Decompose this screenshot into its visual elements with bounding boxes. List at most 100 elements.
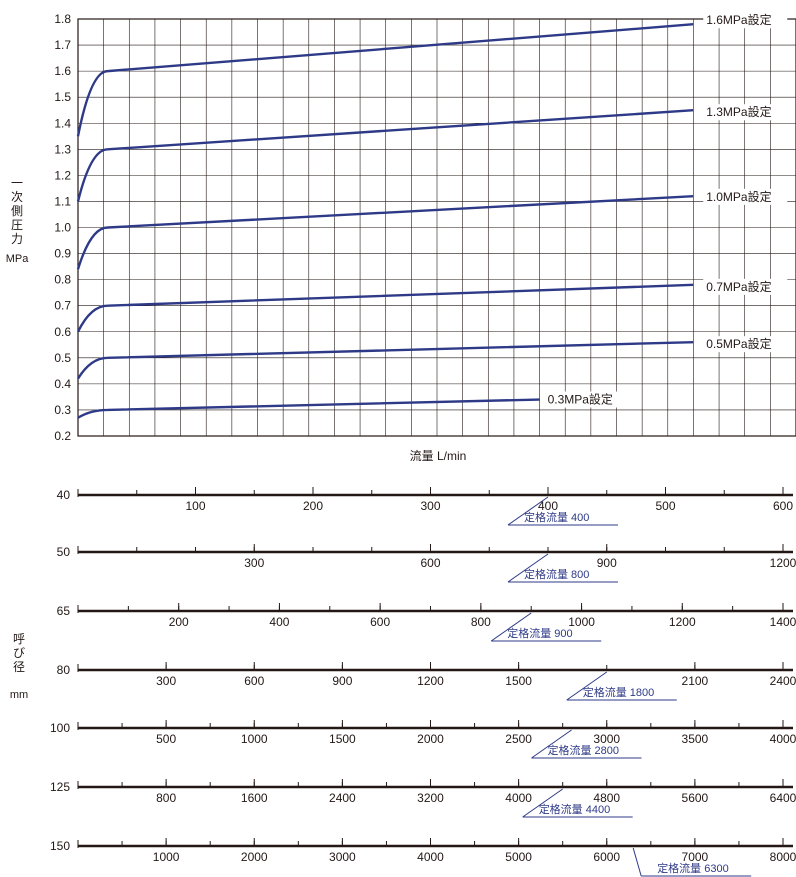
nominal-size-title-char: 径: [12, 660, 25, 674]
scale-size-label: 80: [57, 663, 71, 677]
rated-flow-label: 定格流量 4400: [539, 802, 611, 816]
scale-tick-label: 900: [597, 556, 617, 570]
rated-flow-label: 定格流量 900: [507, 626, 572, 640]
scale-tick-label: 500: [156, 732, 176, 746]
scale-tick-label: 5600: [682, 791, 709, 805]
y-tick-label: 1.0: [54, 221, 71, 235]
scale-tick-label: 3200: [417, 791, 444, 805]
scale-tick-label: 4000: [770, 732, 796, 746]
rated-flow-pointer: [522, 788, 563, 818]
y-axis-title: 一 次 側 圧 力 MPa: [6, 176, 29, 266]
curve-label: 1.0MPa設定: [706, 189, 771, 204]
y-axis-title-char: 次: [10, 190, 23, 204]
nominal-size-title: 呼 び 径 mm: [2, 632, 36, 702]
y-tick-label: 1.2: [54, 168, 71, 182]
scale-tick-label: 900: [332, 674, 352, 688]
nominal-size-title-char: び: [12, 646, 25, 660]
scale-tick-label: 1500: [505, 674, 532, 688]
y-tick-label: 0.6: [54, 325, 71, 339]
scale-100: 100 500 1000 1500 2000 2500 3000 3500 4000 定格流量 2…: [50, 720, 796, 759]
scale-tick-label: 600: [773, 499, 793, 513]
rated-flow-pointer: [507, 496, 549, 526]
scale-tick-label: 1400: [770, 615, 796, 629]
scale-tick-label: 300: [244, 556, 264, 570]
scale-tick-label: 2500: [505, 732, 532, 746]
scale-tick-label: 6400: [770, 791, 796, 805]
curve-label-bg: [703, 336, 788, 353]
scale-tick-label: 4000: [505, 791, 532, 805]
scale-tick-label: 100: [185, 499, 205, 513]
scale-tick-label: 6000: [593, 850, 620, 864]
scale-125: 125 800 1600 2400 3200 4000 4800 5600 6400 定格流量 4…: [50, 779, 796, 818]
scale-tick-label: 1500: [329, 732, 356, 746]
scale-50: 50 300 600 900 1200 定格流量 800: [57, 544, 796, 583]
scale-size-label: 150: [50, 839, 70, 853]
curve-label: 0.3MPa設定: [548, 392, 613, 407]
scale-65: 65 200 400 600 800 1000 1200 1400 定格流量 900: [57, 603, 796, 642]
curve-label-bg: [703, 278, 788, 295]
scale-tick-label: 3000: [329, 850, 356, 864]
rated-flow-label: 定格流量 2800: [548, 743, 620, 757]
scale-tick-label: 200: [303, 499, 323, 513]
x-axis-label: 流量 L/min: [410, 449, 467, 463]
curve-label: 1.3MPa設定: [706, 104, 771, 119]
scale-tick-label: 3000: [593, 732, 620, 746]
rated-flow-label: 定格流量 800: [524, 567, 589, 581]
y-axis-unit: MPa: [5, 253, 29, 265]
rated-flow-pointer: [566, 671, 608, 701]
curve-labels: 1.6MPa設定 1.3MPa設定 1.0MPa設定 0.7MPa設定 0.5MPa設定…: [544, 12, 788, 408]
y-tick-label: 0.9: [54, 247, 71, 261]
scale-tick-label: 2100: [682, 674, 709, 688]
rated-flow-label: 定格流量 400: [524, 510, 589, 524]
y-tick-label: 1.1: [54, 194, 71, 208]
scale-tick-label: 300: [420, 499, 440, 513]
y-tick-label: 0.2: [54, 429, 71, 443]
curve-label-bg: [703, 104, 788, 121]
rated-flow-pointer: [490, 612, 532, 642]
scale-tick-label: 600: [420, 556, 440, 570]
plot-grid: [77, 18, 796, 437]
scale-tick-label: 3500: [682, 732, 709, 746]
scale-tick-label: 5000: [505, 850, 532, 864]
rated-flow-label: 定格流量 1800: [583, 685, 655, 699]
scale-tick-label: 600: [370, 615, 390, 629]
scale-tick-label: 1000: [241, 732, 268, 746]
scale-tick-label: 400: [269, 615, 289, 629]
pressure-curve: [76, 109, 694, 202]
scale-tick-label: 500: [655, 499, 675, 513]
rated-flow-pointer: [632, 847, 642, 877]
pressure-curves: [76, 23, 694, 419]
pressure-curve: [76, 195, 694, 270]
pressure-curve: [76, 283, 694, 333]
rated-flow-pointer: [507, 553, 549, 583]
scale-tick-label: 2000: [241, 850, 268, 864]
y-axis-ticks: 1.8 1.7 1.6 1.5 1.4 1.3 1.2 1.1 1.0 0.9 0.8 0.7 0.6 0…: [54, 12, 71, 443]
scale-tick-label: 1000: [568, 615, 595, 629]
scale-tick-label: 1000: [153, 850, 180, 864]
curve-label-bg: [703, 188, 788, 205]
scale-size-label: 125: [50, 780, 70, 794]
scale-size-label: 100: [50, 721, 70, 735]
rated-flow-label: 定格流量 6300: [657, 861, 729, 875]
scale-tick-label: 1600: [241, 791, 268, 805]
curve-label-bg: [544, 391, 625, 408]
y-axis-title-char: 力: [10, 232, 23, 246]
scale-size-label: 40: [57, 488, 71, 502]
scale-tick-label: 800: [156, 791, 176, 805]
scale-tick-label: 200: [169, 615, 189, 629]
nominal-size-unit: mm: [9, 689, 29, 701]
scale-80: 80 300 600 900 1200 1500 2100 2400 定格流量 1800: [57, 662, 796, 701]
scale-40: 40 100 200 300 400 500 600 定格流量 400: [57, 487, 793, 526]
scale-150: 150 1000 2000 3000 4000 5000 6000 7000 8000 定格流量 …: [50, 838, 796, 877]
scale-tick-label: 8000: [770, 850, 796, 864]
y-tick-label: 0.4: [54, 377, 71, 391]
y-tick-label: 1.6: [54, 64, 71, 78]
scale-tick-label: 2400: [329, 791, 356, 805]
scale-tick-label: 800: [471, 615, 491, 629]
y-tick-label: 1.5: [54, 90, 71, 104]
scale-tick-label: 1200: [770, 556, 796, 570]
nominal-size-title-char: 呼: [12, 632, 25, 646]
y-tick-label: 1.8: [54, 12, 71, 26]
y-tick-label: 0.7: [54, 299, 71, 313]
scale-tick-label: 400: [538, 499, 558, 513]
